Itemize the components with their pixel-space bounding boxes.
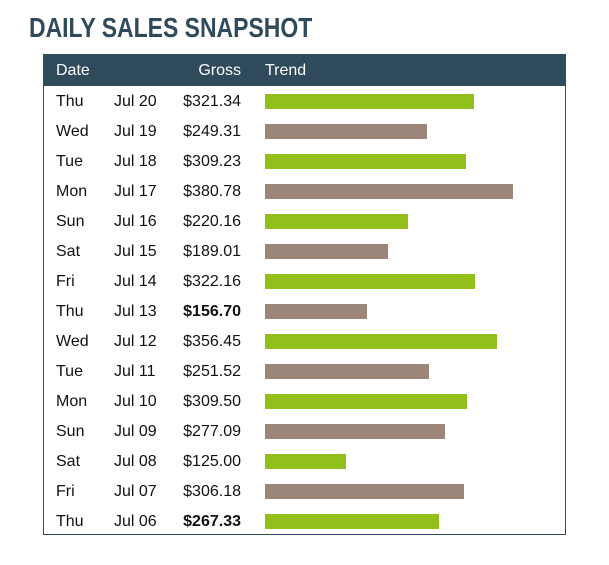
row-gross: $322.16 [183,273,241,290]
table-row: Tue Jul 18 $309.23 [44,146,565,176]
trend-bar [265,304,367,319]
trend-bar [265,274,475,289]
row-day: Mon [56,393,88,410]
row-date: Jul 09 [114,423,157,440]
row-day: Thu [56,93,84,110]
row-day: Sat [56,453,81,470]
row-day: Sun [56,423,85,440]
row-gross: $321.34 [183,93,241,110]
header-trend: Trend [265,62,307,79]
trend-bar [265,454,346,469]
row-date: Jul 20 [114,93,157,110]
page-title: DAILY SALES SNAPSHOT [29,12,313,43]
row-day: Thu [56,513,84,530]
trend-bar [265,424,445,439]
sales-table: Date Gross Trend Thu Jul 20 $321.34 Wed Jul … [43,54,566,535]
row-gross: $267.33 [183,513,241,530]
table-row: Sat Jul 08 $125.00 [44,446,565,476]
table-row: Mon Jul 17 $380.78 [44,176,565,206]
row-date: Jul 08 [114,453,157,470]
table-row: Thu Jul 13 $156.70 [44,296,565,326]
row-gross: $309.23 [183,153,241,170]
table-row: Sun Jul 16 $220.16 [44,206,565,236]
row-day: Wed [56,333,89,350]
row-day: Sun [56,213,85,230]
row-gross: $249.31 [183,123,241,140]
table-row: Fri Jul 07 $306.18 [44,476,565,506]
row-gross: $125.00 [183,453,241,470]
trend-bar [265,364,429,379]
row-day: Thu [56,303,84,320]
row-date: Jul 15 [114,243,157,260]
trend-bar [265,484,464,499]
row-day: Tue [56,153,83,170]
table-row: Sun Jul 09 $277.09 [44,416,565,446]
row-gross: $156.70 [183,303,241,320]
trend-bar [265,124,427,139]
row-day: Wed [56,123,89,140]
trend-bar [265,394,467,409]
table-row: Thu Jul 06 $267.33 [44,506,565,536]
row-day: Fri [56,273,75,290]
table-row: Fri Jul 14 $322.16 [44,266,565,296]
row-gross: $380.78 [183,183,241,200]
trend-bar [265,214,408,229]
row-day: Tue [56,363,83,380]
row-gross: $277.09 [183,423,241,440]
row-date: Jul 12 [114,333,157,350]
trend-bar [265,94,474,109]
row-date: Jul 11 [114,363,156,380]
row-gross: $220.16 [183,213,241,230]
header-gross: Gross [198,62,241,79]
trend-bar [265,154,466,169]
header-date: Date [56,62,90,79]
table-row: Tue Jul 11 $251.52 [44,356,565,386]
row-date: Jul 10 [114,393,157,410]
table-row: Thu Jul 20 $321.34 [44,86,565,116]
table-row: Sat Jul 15 $189.01 [44,236,565,266]
table-header: Date Gross Trend [44,55,565,86]
row-date: Jul 14 [114,273,157,290]
table-row: Wed Jul 19 $249.31 [44,116,565,146]
row-date: Jul 17 [114,183,157,200]
row-day: Fri [56,483,75,500]
table-row: Mon Jul 10 $309.50 [44,386,565,416]
row-gross: $251.52 [183,363,241,380]
table-row: Wed Jul 12 $356.45 [44,326,565,356]
trend-bar [265,244,388,259]
row-gross: $306.18 [183,483,241,500]
row-date: Jul 16 [114,213,157,230]
trend-bar [265,184,513,199]
row-gross: $309.50 [183,393,241,410]
row-date: Jul 18 [114,153,157,170]
row-gross: $189.01 [183,243,241,260]
row-day: Sat [56,243,81,260]
row-gross: $356.45 [183,333,241,350]
row-date: Jul 13 [114,303,157,320]
row-day: Mon [56,183,88,200]
row-date: Jul 07 [114,483,157,500]
row-date: Jul 06 [114,513,157,530]
row-date: Jul 19 [114,123,157,140]
trend-bar [265,334,497,349]
trend-bar [265,514,439,529]
